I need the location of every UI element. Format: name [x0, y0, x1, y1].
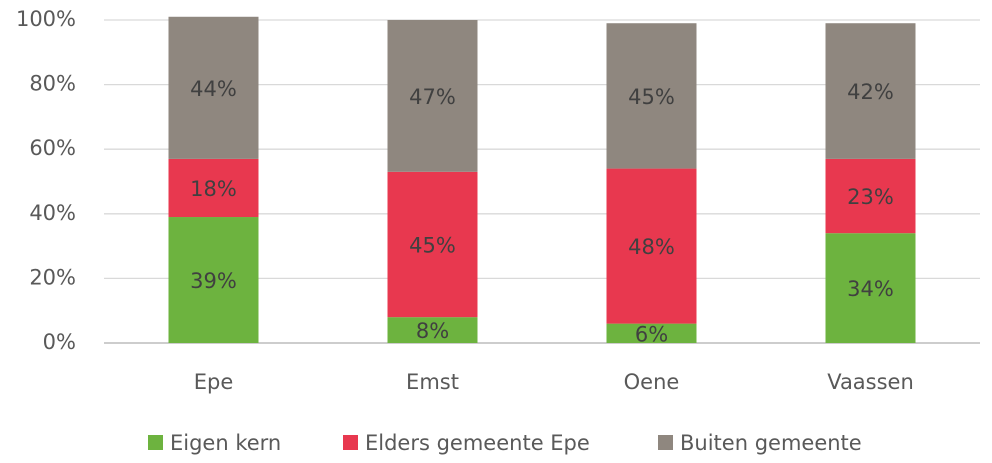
data-label: 18%	[190, 177, 237, 201]
data-label: 6%	[635, 322, 668, 346]
bar-segment	[168, 16, 259, 159]
bar-segment	[606, 23, 697, 169]
data-label: 34%	[847, 277, 894, 301]
legend-marker	[148, 435, 163, 450]
y-tick-label: 60%	[29, 136, 76, 160]
data-label: 45%	[409, 233, 456, 257]
bar-segment	[825, 23, 916, 159]
x-tick-label: Vaassen	[827, 370, 914, 394]
bar-segment	[825, 233, 916, 343]
bar-segment	[606, 323, 697, 343]
data-label: 44%	[190, 77, 237, 101]
x-tick-label: Oene	[624, 370, 680, 394]
data-label: 42%	[847, 80, 894, 104]
bar-segment	[387, 20, 478, 172]
data-label: 47%	[409, 85, 456, 109]
bar-segment	[825, 158, 916, 234]
x-tick-label: Emst	[406, 370, 459, 394]
bar-segment	[168, 158, 259, 218]
y-tick-label: 80%	[29, 72, 76, 96]
bar-segment	[606, 168, 697, 324]
bar-segment	[387, 317, 478, 343]
legend-marker	[343, 435, 358, 450]
data-label: 39%	[190, 269, 237, 293]
legend-marker	[658, 435, 673, 450]
data-label: 8%	[416, 319, 449, 343]
legend-label: Eigen kern	[170, 431, 281, 455]
data-label: 48%	[628, 235, 675, 259]
bar-segment	[168, 217, 259, 343]
legend-label: Buiten gemeente	[680, 431, 862, 455]
y-tick-label: 20%	[29, 265, 76, 289]
legend-label: Elders gemeente Epe	[365, 431, 590, 455]
data-label: 23%	[847, 185, 894, 209]
bar-segment	[387, 171, 478, 318]
y-tick-label: 0%	[43, 330, 76, 354]
x-tick-label: Epe	[194, 370, 234, 394]
data-label: 45%	[628, 85, 675, 109]
y-tick-label: 40%	[29, 201, 76, 225]
y-tick-label: 100%	[16, 7, 76, 31]
